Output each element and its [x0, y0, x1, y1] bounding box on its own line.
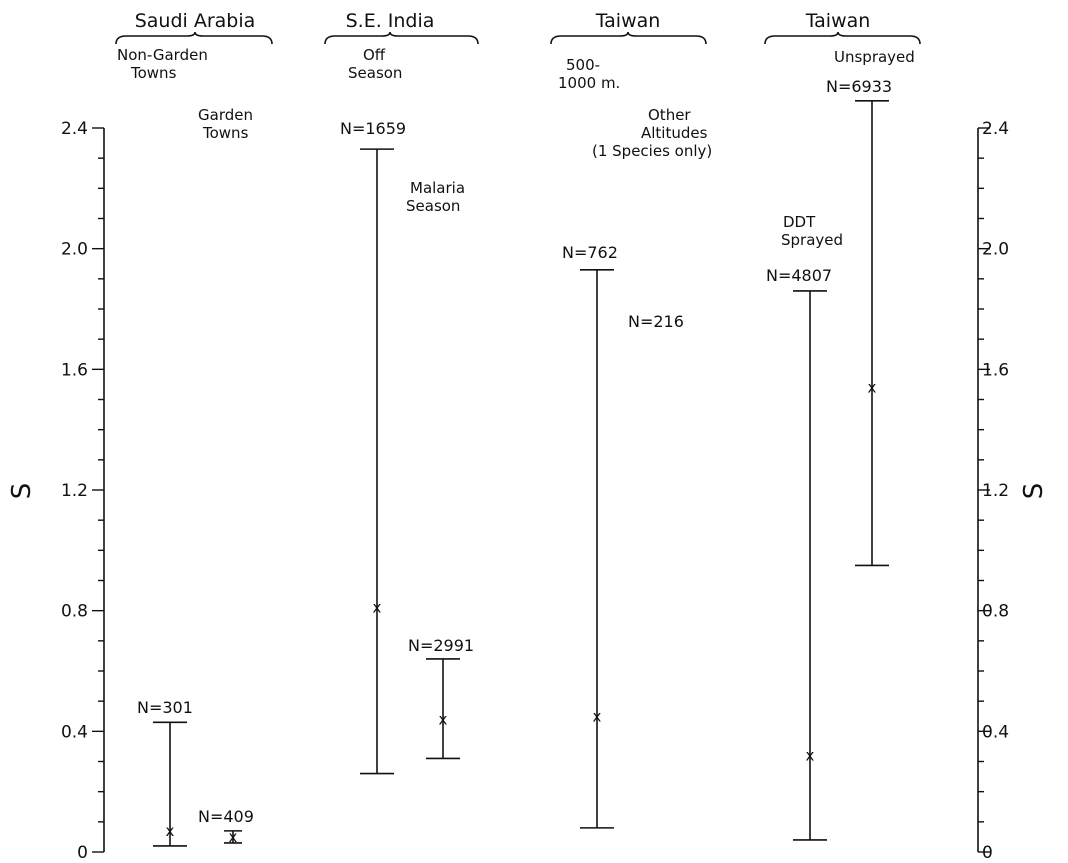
n-label: N=6933: [826, 77, 892, 96]
error-bar-series-7: x: [855, 100, 889, 567]
mean-marker: x: [593, 707, 602, 725]
group-brace-saudi-arabia: [115, 31, 273, 45]
y-tick-label-left: 1.6: [61, 360, 88, 380]
error-bar-series-1: x: [224, 828, 242, 846]
group-label-se-india: S.E. India: [346, 10, 435, 32]
group-label-taiwan-altitude: Taiwan: [595, 10, 661, 32]
n-label: N=216: [628, 312, 684, 331]
y-tick-label-left: 0.4: [61, 722, 88, 742]
y-tick-label-right: 2.4: [982, 119, 1009, 139]
series-label: Unsprayed: [834, 48, 915, 66]
y-tick-label-left: 0.8: [61, 602, 88, 622]
n-label: N=409: [198, 807, 254, 826]
series-label: DDT Sprayed: [781, 213, 843, 249]
n-label: N=301: [137, 698, 193, 717]
error-bar-series-6: x: [793, 290, 827, 841]
y-tick-label-right: 0.4: [982, 722, 1009, 742]
y-tick-label-left: 0: [77, 843, 88, 863]
series-label: Other Altitudes (1 Species only): [592, 106, 712, 160]
y-tick-label-right: 0.8: [982, 602, 1009, 622]
group-brace-taiwan-spraying: [764, 31, 921, 45]
error-bar-series-0: x: [153, 721, 187, 847]
y-tick-label-right: 2.0: [982, 240, 1009, 260]
group-brace-taiwan-altitude: [550, 31, 707, 45]
mean-marker: x: [166, 822, 175, 840]
n-label: N=1659: [340, 119, 406, 138]
y-axis-title-left: S: [7, 483, 37, 500]
n-label: N=762: [562, 243, 618, 262]
series-label: Garden Towns: [198, 106, 253, 142]
y-tick-label-left: 2.0: [61, 240, 88, 260]
mean-marker: x: [439, 710, 448, 728]
y-axis-title-right: S: [1019, 483, 1049, 500]
group-label-taiwan-spraying: Taiwan: [805, 10, 871, 32]
series-label: Non-Garden Towns: [117, 46, 208, 82]
y-tick-label-right: 1.6: [982, 360, 1009, 380]
mean-marker: x: [373, 599, 382, 617]
left-y-axis: 0 0.4 0.8 1.2 1.6 2.0 2.4: [61, 119, 105, 863]
series-label: 500-1000 m.: [558, 56, 620, 92]
y-tick-label-left: 2.4: [61, 119, 88, 139]
group-label-saudi-arabia: Saudi Arabia: [135, 10, 256, 32]
group-brace-se-india: [324, 31, 479, 45]
y-tick-label-right: 0: [982, 843, 993, 863]
y-tick-label-right: 1.2: [982, 481, 1009, 501]
right-y-axis: 0 0.4 0.8 1.2 1.6 2.0 2.4: [977, 119, 1009, 863]
n-label: N=2991: [408, 636, 474, 655]
mean-marker: x: [806, 746, 815, 764]
error-bar-series-2: x: [360, 148, 394, 775]
n-label: N=4807: [766, 266, 832, 285]
series-label: Off Season: [348, 46, 402, 82]
mean-marker: x: [229, 828, 238, 846]
error-bar-series-3: x: [426, 658, 460, 760]
error-bar-series-4: x: [580, 268, 614, 829]
series-label: Malaria Season: [406, 179, 465, 215]
y-tick-label-left: 1.2: [61, 481, 88, 501]
mean-marker: x: [868, 378, 877, 396]
